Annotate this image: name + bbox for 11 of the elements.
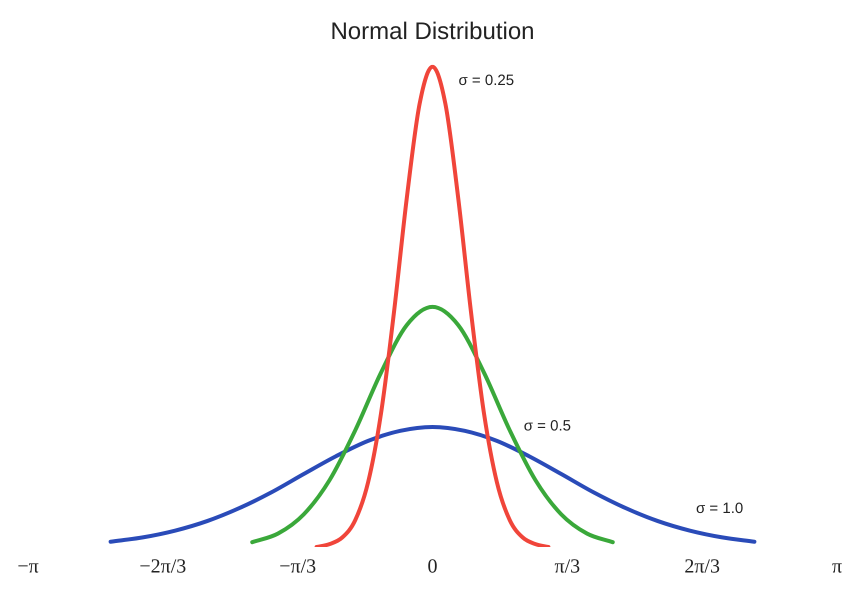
chart-title: Normal Distribution — [330, 18, 535, 46]
x-tick-label: 2π/3 — [684, 555, 720, 578]
x-tick-label: 0 — [428, 555, 438, 578]
x-tick-label: −π — [17, 555, 39, 578]
x-tick-label: π — [832, 555, 842, 578]
x-tick-label: −2π/3 — [139, 555, 186, 578]
series-label: σ = 0.5 — [524, 417, 571, 434]
series-label: σ = 1.0 — [696, 500, 744, 517]
x-tick-label: π/3 — [554, 555, 580, 578]
x-tick-label: −π/3 — [279, 555, 316, 578]
series-label: σ = 0.25 — [458, 72, 514, 89]
